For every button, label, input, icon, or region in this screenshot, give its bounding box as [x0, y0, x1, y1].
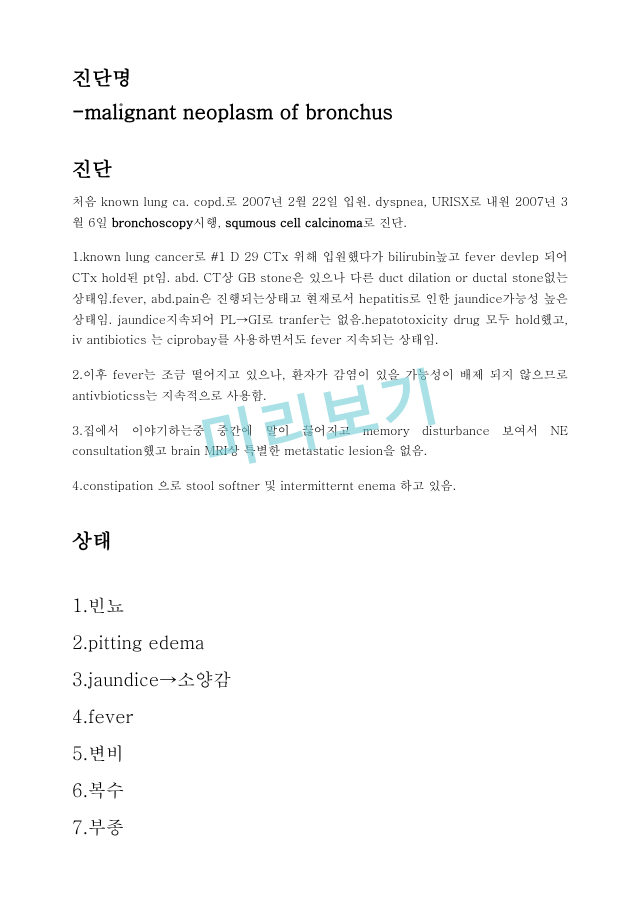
paragraph-1: 1.known lung cancer로 #1 D 29 CTx 위해 입원했다… [72, 247, 568, 351]
paragraph-3: 3.집에서 이야기하는중 중간에 말이 끊어지고 memory disturba… [72, 421, 568, 462]
section-heading-state: 상태 [72, 525, 568, 554]
list-item: 1.빈뇨 [72, 588, 568, 623]
list-item: 4.fever [72, 699, 568, 734]
list-item: 6.복수 [72, 773, 568, 808]
paragraph-2: 2.이후 fever는 조금 떨어지고 있으나, 환자가 감염이 있을 가능성이… [72, 365, 568, 406]
section-heading-diagnosis: 진단 [72, 153, 568, 182]
intro-bold-2: squmous cell calcinoma [225, 214, 363, 231]
list-item: 5.변비 [72, 736, 568, 771]
state-list: 1.빈뇨 2.pitting edema 3.jaundice→소양감 4.fe… [72, 588, 568, 846]
intro-text-2: 시행, [193, 214, 225, 231]
paragraph-4: 4.constipation 으로 stool softner 및 interm… [72, 476, 568, 497]
subtitle: -malignant neoplasm of bronchus [72, 96, 568, 125]
intro-bold-1: bronchoscopy [112, 214, 193, 231]
intro-text-3: 로 진단. [363, 214, 407, 231]
intro-paragraph: 처음 known lung ca. copd.로 2007년 2월 22일 입원… [72, 192, 568, 233]
list-item: 3.jaundice→소양감 [72, 662, 568, 697]
list-item: 7.부종 [72, 810, 568, 845]
document-page: 미리보기 진단명 -malignant neoplasm of bronchus… [0, 0, 640, 887]
title-diagnosis-name: 진단명 [72, 62, 568, 92]
list-item: 2.pitting edema [72, 625, 568, 660]
